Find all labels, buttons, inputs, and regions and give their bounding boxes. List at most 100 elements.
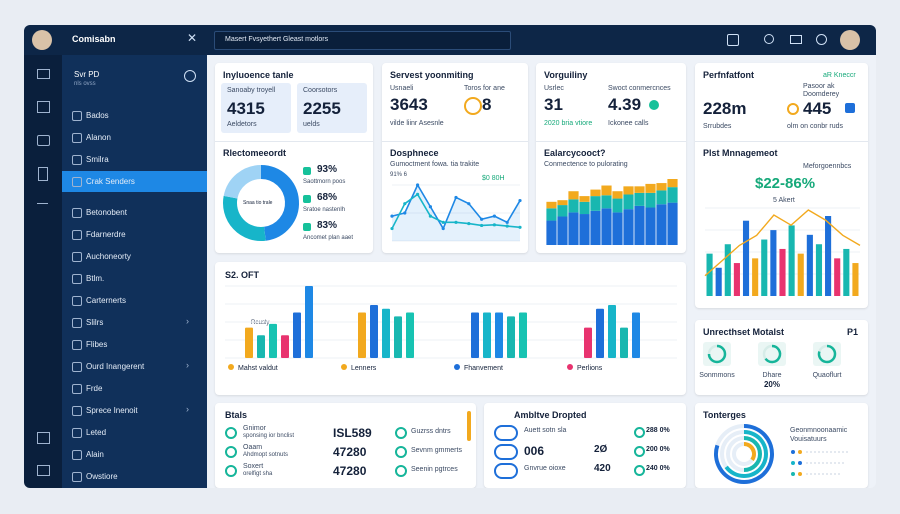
nav-item[interactable]: Btlm. [62,268,207,289]
search-text: Masert Fvsyethert Gleast motlors [225,36,329,43]
nav-item[interactable]: Ourd Inangerent › [62,356,207,377]
avatar[interactable] [32,30,52,50]
ring [714,424,774,484]
nav-icon [72,177,82,187]
nav-item[interactable]: Leted [62,422,207,443]
icon[interactable] [816,34,827,45]
row-label: Soxert [243,463,264,470]
btals-card: Btals Gnimor sponsing ior bnclist ISL589 Gu… [215,403,476,488]
stat-value: 4315 [227,99,265,118]
row-value: 47280 [333,445,367,459]
rail-icon[interactable] [37,432,50,444]
legend-text: Geonmnoonaamic [790,427,848,434]
bar-segment [656,204,667,245]
nav-icon [72,252,82,262]
nav-item[interactable]: Smilra [62,149,207,170]
grouped-bar-chart: Mahst valdut Lenners Fhanvement Perlions [225,285,677,372]
row-ring [494,463,518,479]
rail-icon[interactable] [37,203,48,211]
label: Usrlec [544,85,564,92]
avatar[interactable] [840,30,860,50]
stat-label: Sanoaby troyell [227,87,276,94]
icon[interactable] [764,34,774,44]
nav-item[interactable]: Frde [62,378,207,399]
bar [797,253,804,296]
nav-item[interactable]: Owstiore [62,466,207,487]
card-title: Btals [225,410,248,420]
note: 5 Akert [773,197,795,204]
nav-item[interactable]: Crak Senders [62,171,207,192]
nav-item[interactable]: Betonobent [62,202,207,223]
nav-label: Fdarnerdre [86,230,126,239]
divider [215,141,373,142]
nav-item[interactable]: Alanon [62,127,207,148]
label: Swoct conmercnces [608,85,671,92]
bar [305,286,313,358]
badge: 8 [482,95,492,114]
point [454,195,458,200]
nav-item[interactable]: Carternerts [62,290,207,311]
section-title: Dosphnece [390,148,439,158]
ring [707,344,727,364]
row-value: 420 [594,463,611,474]
icon [464,97,482,115]
legend-dots [791,450,850,476]
nav-item[interactable]: Fdarnerdre [62,224,207,245]
bar [519,312,527,358]
row-label: 006 [524,444,545,458]
row-label: Gnimor [243,425,266,432]
row-icon [395,446,407,458]
bar [406,312,414,358]
rail-icon[interactable] [37,101,50,113]
bar-segment [612,191,623,199]
icon [845,103,855,113]
nav-label: Bados [86,111,109,120]
bar-segment [590,189,601,197]
row-right: Seenin pgtrces [411,466,458,473]
bar [715,267,722,296]
settings-icon[interactable] [184,70,196,82]
nav-item[interactable]: Sprece Inenoit › [62,400,207,421]
legend-value: 83% [317,220,338,231]
label: Pasoor ak [803,83,835,90]
icon[interactable] [790,35,802,44]
row-icon [225,465,237,477]
play-icon[interactable] [649,100,659,110]
nav-icon [72,155,82,165]
rail-icon[interactable] [37,465,50,476]
legend-icon [303,223,311,231]
bar-segment [656,183,667,191]
nav-item[interactable]: Flibes [62,334,207,355]
bar-segment [568,191,579,200]
area [392,185,520,241]
stat-sub: uelds [303,121,320,128]
bar-segment [667,187,678,203]
nav-item[interactable]: Bados [62,105,207,126]
ring [743,436,762,472]
bar-segment [634,192,645,206]
ring-label: Sonmmons [699,372,735,379]
nav-item[interactable]: Alain [62,444,207,465]
bar-segment [623,209,634,245]
nav-item[interactable]: Auchoneorty [62,246,207,267]
perf-card: Perfnfatfont aR Kneccr Pasoor ak Doomder… [695,63,868,308]
app-window: Comisabn ✕ Masert Fvsyethert Gleast motl… [24,25,876,488]
close-icon[interactable]: ✕ [187,31,198,45]
nav-item[interactable]: Slilrs › [62,312,207,333]
rail-icon[interactable] [37,135,50,146]
row-icon [225,446,237,458]
rail-icon[interactable] [37,69,50,79]
divider [382,141,528,142]
row-right: Guzrss dntrs [411,428,451,435]
point [390,214,394,218]
icon[interactable] [727,34,739,46]
row-ring [494,444,518,460]
nav-label: Slilrs [86,318,104,327]
section-title: Ealarcycooct? [544,148,606,158]
search-box[interactable]: Masert Fvsyethert Gleast motlors [214,31,511,50]
note: $0 80H [482,175,505,182]
bar [752,258,759,296]
rail-icon[interactable] [38,167,48,181]
bar-segment [645,183,656,193]
